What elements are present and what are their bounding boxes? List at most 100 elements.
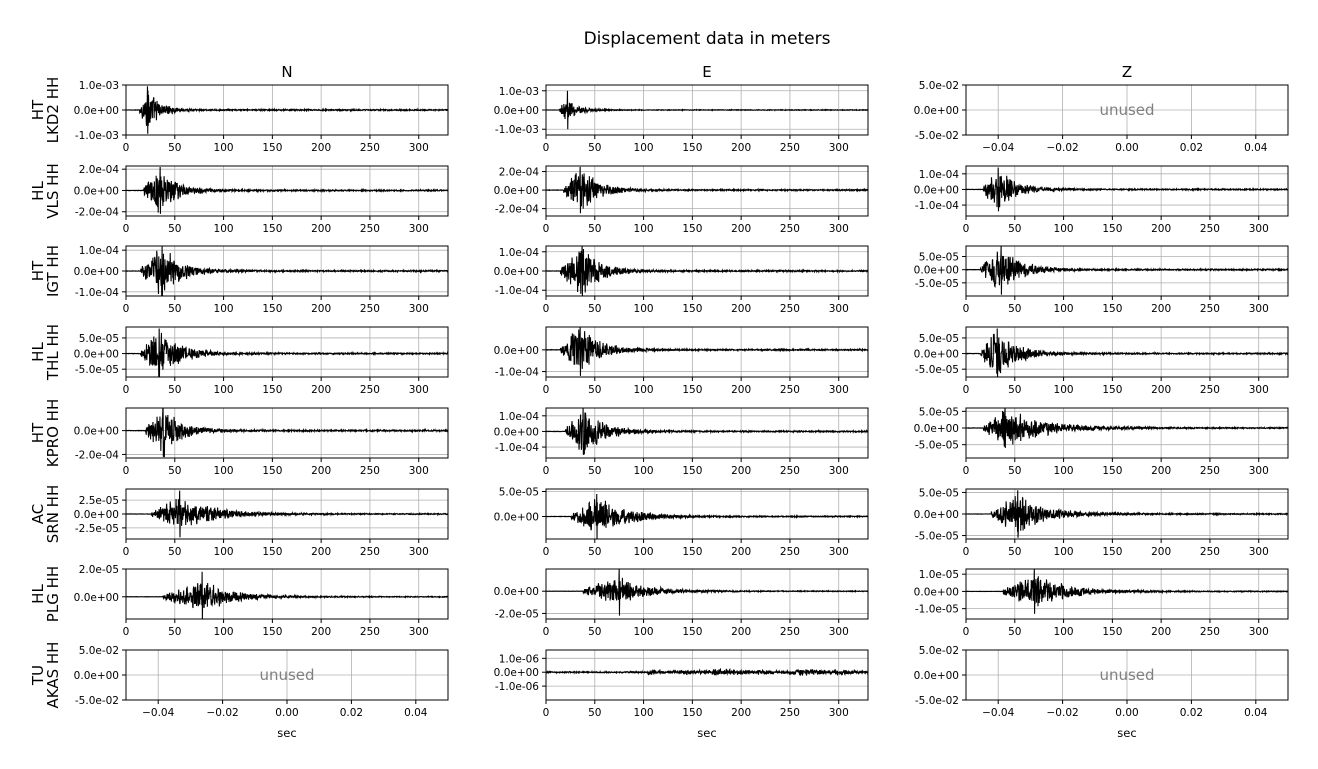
x-tick-label: 150	[1102, 465, 1122, 477]
x-tick-label: 50	[168, 465, 181, 477]
x-tick-label: 150	[682, 546, 702, 558]
y-tick-label: 5.0e-02	[919, 80, 959, 92]
y-tick-label: 1.0e-03	[79, 80, 119, 92]
y-tick-label: 0.0e+00	[914, 105, 959, 117]
waveform-trace	[125, 407, 449, 458]
row-label-line: AKAS HH	[44, 642, 62, 709]
x-tick-label: 250	[360, 465, 380, 477]
panel-4-e: 0 50 100 150 200 250 300 0.0e+00 -1.0e-04	[494, 326, 869, 396]
x-axis-label: sec	[697, 726, 716, 740]
y-tick-label: 0.0e+00	[494, 512, 539, 524]
x-tick-label: 250	[1200, 626, 1220, 638]
x-tick-label: 250	[780, 626, 800, 638]
panel-8-n: unused −0.04 −0.02 0.00 0.02 0.04 5.0e-02 0.0e+…	[74, 645, 449, 719]
x-axis-labels: sec sec sec	[277, 726, 1136, 740]
axes-frame	[965, 568, 1289, 620]
x-tick-label: 300	[829, 546, 849, 558]
y-tick-label: -2.5e-05	[75, 523, 119, 535]
x-tick-label: 200	[1151, 303, 1171, 315]
y-tick-label: -5.0e-05	[915, 364, 959, 376]
axes-frame	[965, 326, 1289, 378]
axes-frame	[545, 488, 869, 540]
y-tick-label: 2.5e-05	[79, 495, 119, 507]
x-tick-label: 150	[682, 384, 702, 396]
x-tick-label: 250	[1200, 223, 1220, 235]
row-label-line: VLS HH	[44, 163, 62, 218]
x-tick-label: 100	[634, 707, 654, 719]
y-tick-label: -1.0e-05	[915, 604, 959, 616]
waveform-trace	[545, 326, 869, 376]
x-tick-label: 50	[168, 303, 181, 315]
axes-frame	[545, 568, 869, 620]
grid-lines	[125, 408, 448, 458]
x-tick-label: 150	[262, 303, 282, 315]
x-tick-label: 100	[1054, 546, 1074, 558]
x-tick-label: 0.02	[1180, 142, 1203, 154]
x-tick-label: 50	[588, 465, 601, 477]
x-tick-label: 0	[963, 546, 970, 558]
x-tick-label: 100	[1054, 465, 1074, 477]
x-tick-label: 50	[168, 546, 181, 558]
y-tick-label: 0.0e+00	[494, 105, 539, 117]
x-tick-label: 0	[123, 546, 130, 558]
y-tick-label: 5.0e-05	[919, 406, 959, 418]
y-tick-label: -1.0e-04	[495, 442, 539, 454]
y-tick-label: -1.0e-04	[495, 285, 539, 297]
x-tick-label: 150	[682, 223, 702, 235]
x-tick-label: 0.00	[275, 707, 298, 719]
x-tick-label: 150	[682, 303, 702, 315]
panel-7-e: 0 50 100 150 200 250 300 0.0e+00 -2.0e-05	[494, 568, 869, 638]
y-tick-label: 1.0e-05	[919, 569, 959, 581]
y-tick-label: 0.0e+00	[914, 349, 959, 361]
x-tick-label: 150	[682, 142, 702, 154]
waveform-trace	[545, 245, 869, 297]
y-tick-label: -5.0e-05	[915, 531, 959, 543]
x-tick-label: 0.02	[1180, 707, 1203, 719]
x-tick-label: 250	[360, 142, 380, 154]
panel-2-z: 0 50 100 150 200 250 300 1.0e-04 0.0e+00 -1.0e-04	[914, 165, 1289, 235]
y-tick-label: 0.0e+00	[74, 509, 119, 521]
y-tick-label: 0.0e+00	[914, 670, 959, 682]
x-tick-label: 200	[731, 142, 751, 154]
y-tick-label: -5.0e-02	[75, 695, 119, 707]
y-tick-label: -2.0e-04	[495, 204, 539, 216]
waveform-trace	[126, 490, 449, 538]
x-tick-label: 300	[1249, 626, 1269, 638]
x-tick-label: 50	[588, 384, 601, 396]
y-tick-label: -1.0e-03	[495, 124, 539, 136]
x-tick-label: 100	[634, 626, 654, 638]
x-tick-label: 150	[262, 384, 282, 396]
waveform-trace	[125, 571, 449, 620]
x-tick-label: 200	[731, 384, 751, 396]
x-tick-label: 50	[588, 626, 601, 638]
y-tick-label: 2.0e-05	[79, 564, 119, 576]
y-tick-label: 0.0e+00	[494, 667, 539, 679]
x-tick-label: 100	[1054, 384, 1074, 396]
waveform-trace	[125, 245, 449, 297]
x-tick-label: 100	[634, 465, 654, 477]
x-tick-label: 100	[634, 223, 654, 235]
x-tick-label: 300	[409, 384, 429, 396]
column-title-e: E	[702, 63, 711, 81]
x-tick-label: 300	[829, 465, 849, 477]
y-tick-label: 0.0e+00	[74, 185, 119, 197]
y-tick-label: 0.0e+00	[494, 426, 539, 438]
x-tick-label: 50	[1008, 384, 1021, 396]
axes-frame	[545, 649, 869, 701]
row-label-line: PLG HH	[44, 566, 62, 622]
x-tick-label: 300	[409, 142, 429, 154]
x-tick-label: 0	[963, 626, 970, 638]
waveform-trace	[545, 166, 869, 214]
row-label-line: THL HH	[44, 324, 62, 381]
x-tick-label: 200	[311, 626, 331, 638]
panel-8-e: 0 50 100 150 200 250 300 1.0e-06 0.0e+00 -1.0e-06	[494, 649, 869, 719]
x-tick-label: 0	[123, 142, 130, 154]
y-tick-label: 5.0e-05	[919, 333, 959, 345]
x-tick-label: 150	[682, 626, 702, 638]
x-tick-label: 0	[543, 142, 550, 154]
axes-frame	[965, 407, 1289, 459]
unused-label: unused	[259, 666, 314, 684]
x-tick-label: 50	[168, 223, 181, 235]
